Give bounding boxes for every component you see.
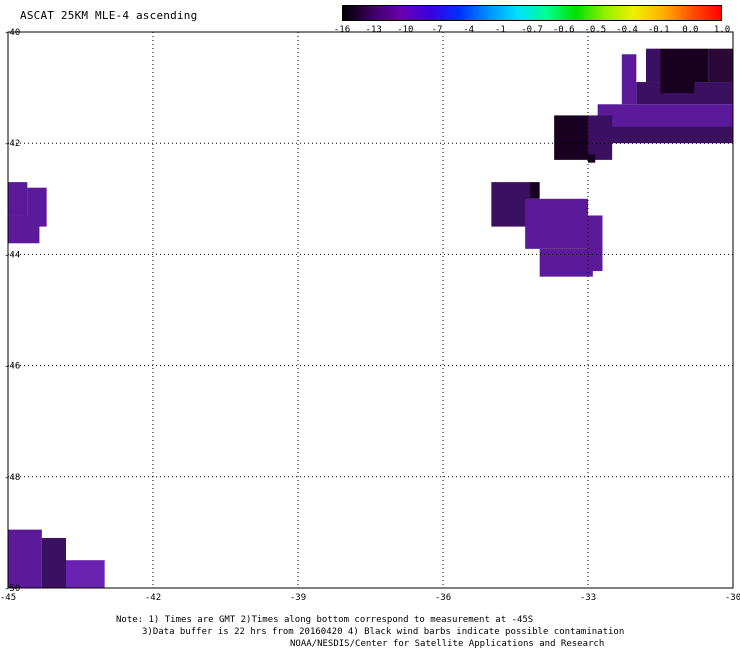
colorbar-label: 0.0 xyxy=(682,25,699,35)
x-tick-label: -39 xyxy=(290,593,306,600)
data-cell xyxy=(597,126,733,144)
colorbar-label: -0.5 xyxy=(584,25,607,35)
y-tick-label: -50 xyxy=(4,584,20,594)
note-line-3: NOAA/NESDIS/Center for Satellite Applica… xyxy=(290,639,605,649)
data-cell xyxy=(539,248,593,277)
data-cell xyxy=(8,215,40,244)
colorbar-label: -10 xyxy=(397,25,414,35)
y-tick-label: -42 xyxy=(4,139,20,149)
x-tick-label: -45 xyxy=(0,593,16,600)
data-cell xyxy=(597,104,733,127)
x-tick-label: -30 xyxy=(725,593,740,600)
colorbar-label: -16 xyxy=(333,25,351,35)
colorbar xyxy=(342,5,722,21)
note-line-1: Note: 1) Times are GMT 2)Times along bot… xyxy=(116,615,534,625)
colorbar-label: -4 xyxy=(463,25,475,35)
y-tick-label: -44 xyxy=(4,250,20,260)
data-cells xyxy=(8,48,733,588)
data-cell xyxy=(8,182,28,216)
note-line-2: 3)Data buffer is 22 hrs from 20160420 4)… xyxy=(142,627,625,637)
data-cell xyxy=(41,537,66,588)
colorbar-label: -0.1 xyxy=(647,25,670,35)
data-cell xyxy=(8,529,42,588)
colorbar-label: 1.0 xyxy=(713,25,731,35)
colorbar-labels: -16 -13 -10 -7 -4 -1 -0.7 -0.6 -0.5 -0.4 -0.1 0.0 1.… xyxy=(0,25,740,39)
data-cell xyxy=(525,198,588,249)
colorbar-label: -0.6 xyxy=(552,25,575,35)
y-tick-label: -40 xyxy=(4,28,20,38)
data-cell xyxy=(530,182,540,199)
data-cell xyxy=(646,48,661,83)
grid-lines xyxy=(8,32,733,588)
x-tick-label: -36 xyxy=(435,593,451,600)
data-cell xyxy=(588,115,613,160)
data-cell xyxy=(660,65,695,94)
data-cell xyxy=(708,48,733,83)
data-cell xyxy=(66,560,105,588)
x-tick-label: -33 xyxy=(580,593,596,600)
y-ticks: -40 -42 -44 -46 -48 -50 xyxy=(4,28,20,594)
x-tick-label: -42 xyxy=(145,593,161,600)
map-title: ASCAT 25KM MLE-4 ascending xyxy=(20,9,198,22)
y-tick-label: -48 xyxy=(4,473,20,483)
data-cell xyxy=(491,182,530,227)
colorbar-label: -0.7 xyxy=(521,25,543,35)
plot-frame xyxy=(7,31,734,589)
data-cell xyxy=(554,115,588,160)
colorbar-label: -0.4 xyxy=(616,25,638,35)
colorbar-label: -7 xyxy=(431,25,443,35)
x-ticks: -45 -42 -39 -36 -33 -30 xyxy=(0,593,740,600)
colorbar-label: -13 xyxy=(365,25,382,35)
data-cell xyxy=(588,154,596,163)
map-plot: -45-42-39-36-33-30 -40-42-44-46-48-50 0:… xyxy=(0,28,740,600)
data-cell xyxy=(621,54,637,105)
colorbar-label: -1 xyxy=(494,25,506,35)
y-tick-label: -46 xyxy=(4,362,20,372)
